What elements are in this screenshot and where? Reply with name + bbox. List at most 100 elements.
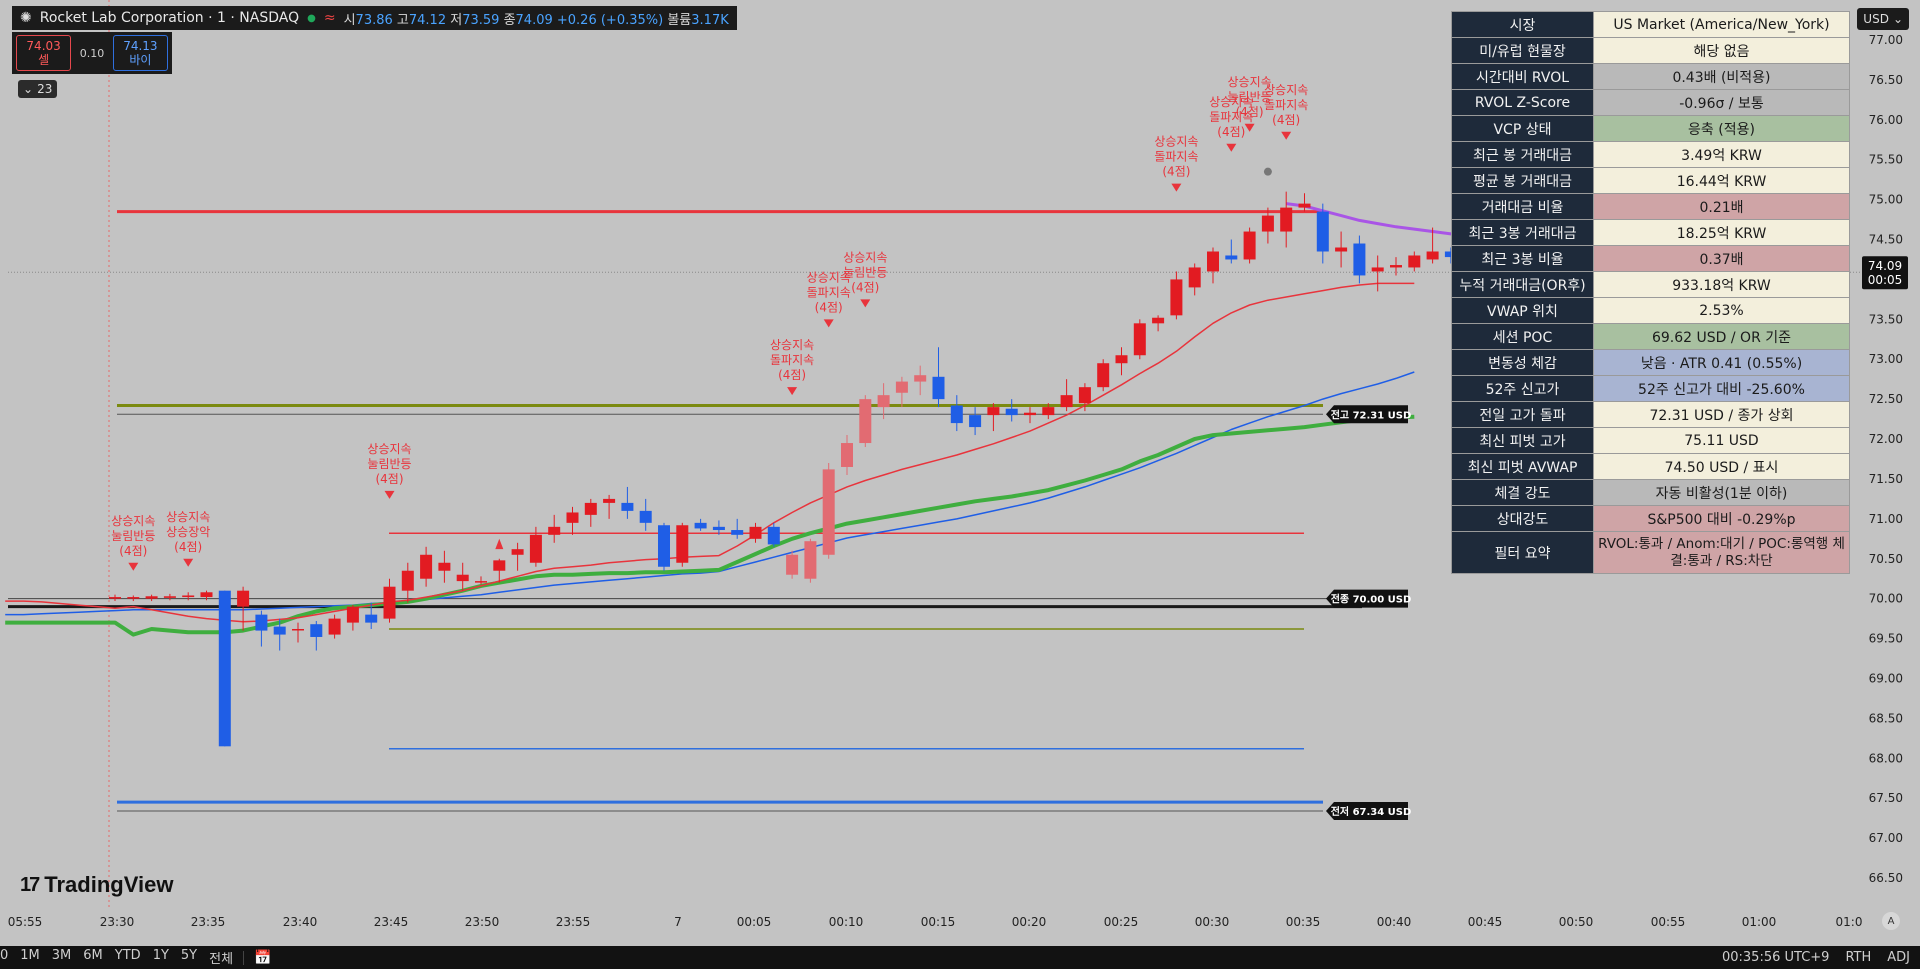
price-axis[interactable] bbox=[1862, 0, 1920, 946]
candle-body bbox=[346, 606, 359, 623]
signal-label: 눌림반등 bbox=[843, 265, 887, 279]
candle bbox=[1426, 227, 1439, 264]
session-toggle[interactable]: RTH bbox=[1845, 950, 1872, 965]
price-tick: 75.50 bbox=[1869, 153, 1903, 167]
range-전체[interactable]: 전체 bbox=[209, 952, 234, 967]
buy-button[interactable]: 74.13 바이 bbox=[112, 35, 168, 71]
candle-body bbox=[1353, 243, 1366, 276]
candle bbox=[273, 618, 286, 651]
candle bbox=[401, 562, 414, 603]
adjust-toggle[interactable]: ADJ bbox=[1887, 950, 1910, 965]
range-0[interactable]: 0 bbox=[0, 948, 9, 963]
range-5Y[interactable]: 5Y bbox=[180, 948, 198, 963]
candle bbox=[182, 592, 195, 601]
candle-body bbox=[749, 526, 762, 539]
candle-body bbox=[365, 614, 378, 623]
candle-body bbox=[1408, 255, 1421, 268]
low-label: 저 bbox=[450, 12, 463, 28]
info-value: 3.49억 KRW bbox=[1593, 141, 1850, 168]
indicators-count: 23 bbox=[37, 82, 53, 96]
candle bbox=[1408, 251, 1421, 272]
info-key: 거래대금 비율 bbox=[1451, 193, 1594, 220]
candle bbox=[1335, 231, 1348, 268]
time-tick: 01:00 bbox=[1742, 915, 1777, 929]
symbol-title[interactable]: Rocket Lab Corporation · 1 · NASDAQ bbox=[39, 10, 300, 26]
range-1M[interactable]: 1M bbox=[20, 948, 40, 963]
candle bbox=[658, 522, 670, 571]
price-tick: 68.00 bbox=[1869, 751, 1903, 765]
info-key: 최근 3봉 거래대금 bbox=[1451, 219, 1594, 246]
signal-label: (4점) bbox=[1162, 165, 1190, 179]
info-value: S&P500 대비 -0.29%p bbox=[1593, 505, 1850, 532]
candle-body bbox=[1188, 267, 1201, 288]
range-3M[interactable]: 3M bbox=[51, 948, 72, 963]
close-value: 74.09 bbox=[515, 12, 553, 28]
time-tick: 00:30 bbox=[1195, 915, 1230, 929]
time-axis[interactable] bbox=[0, 910, 1862, 946]
candle bbox=[639, 498, 652, 531]
candle bbox=[475, 576, 487, 585]
candle bbox=[365, 602, 378, 629]
auto-scale-button[interactable]: A bbox=[1882, 912, 1900, 930]
down-triangle-icon bbox=[1281, 131, 1292, 140]
level-tag-text: 전저 67.34 USD bbox=[1331, 805, 1412, 818]
sell-button[interactable]: 74.03 셀 bbox=[16, 35, 72, 71]
current-price-tag bbox=[1862, 256, 1908, 290]
candle bbox=[1078, 383, 1091, 412]
candle-body bbox=[804, 541, 817, 579]
calendar-icon[interactable]: 📅 bbox=[254, 949, 272, 966]
candle bbox=[1225, 239, 1238, 264]
info-key: 누적 거래대금(OR후) bbox=[1451, 271, 1594, 298]
time-tick: 7 bbox=[674, 915, 682, 929]
info-row: 거래대금 비율 0.21배 bbox=[1451, 193, 1850, 220]
candle bbox=[950, 395, 963, 432]
info-key: 평균 봉 거래대금 bbox=[1451, 167, 1594, 194]
down-triangle-icon bbox=[128, 562, 139, 571]
range-1Y[interactable]: 1Y bbox=[152, 948, 169, 963]
range-6M[interactable]: 6M bbox=[83, 948, 103, 963]
info-key: 최근 3봉 비율 bbox=[1451, 245, 1594, 272]
info-key: 변동성 체감 bbox=[1451, 349, 1594, 376]
level-tag-shape bbox=[1326, 801, 1408, 820]
info-value: US Market (America/New_York) bbox=[1593, 11, 1850, 38]
candle-body bbox=[163, 596, 176, 598]
info-row: 미/유럽 현물장 해당 없음 bbox=[1451, 37, 1850, 64]
close-label: 종 bbox=[503, 12, 516, 28]
candle-body bbox=[218, 590, 231, 747]
range-YTD[interactable]: YTD bbox=[114, 948, 141, 963]
info-value: 16.44억 KRW bbox=[1593, 167, 1850, 194]
info-row: 변동성 체감 낮음 · ATR 0.41 (0.55%) bbox=[1451, 349, 1850, 376]
time-tick: 23:30 bbox=[100, 915, 135, 929]
candle-body bbox=[1335, 247, 1348, 252]
level-tag: 전종 70.00 USD bbox=[1326, 589, 1411, 608]
info-value: 933.18억 KRW bbox=[1593, 271, 1850, 298]
candle-body bbox=[1261, 215, 1274, 232]
info-value: 2.53% bbox=[1593, 297, 1850, 324]
candle bbox=[511, 542, 524, 571]
candle-body bbox=[694, 522, 707, 529]
candle-body bbox=[822, 469, 835, 555]
price-tick: 73.00 bbox=[1869, 352, 1903, 366]
candle bbox=[456, 562, 469, 591]
signal-label: (4점) bbox=[851, 280, 879, 294]
time-tick: 23:40 bbox=[283, 915, 318, 929]
tradingview-logo[interactable]: 17 TradingView bbox=[20, 872, 173, 898]
info-value: RVOL:통과 / Anom:대기 / POC:롱역행 체결:통과 / RS:차… bbox=[1593, 531, 1850, 574]
info-row: 누적 거래대금(OR후) 933.18억 KRW bbox=[1451, 271, 1850, 298]
candle bbox=[1152, 315, 1165, 332]
info-value: 69.62 USD / OR 기준 bbox=[1593, 323, 1850, 350]
open-label: 시 bbox=[343, 12, 356, 28]
price-tick: 66.50 bbox=[1869, 871, 1903, 885]
candle-body bbox=[603, 498, 616, 503]
volume-label: 볼륨 bbox=[667, 12, 692, 28]
level-tag-shape bbox=[1326, 405, 1408, 424]
indicators-toggle-button[interactable]: ⌄ 23 bbox=[18, 80, 58, 98]
clock-readout[interactable]: 00:35:56 UTC+9 bbox=[1721, 950, 1830, 965]
currency-selector[interactable]: USD ⌄ bbox=[1857, 8, 1909, 30]
down-triangle-icon bbox=[1244, 123, 1255, 132]
candle-body bbox=[932, 376, 945, 400]
info-row: 체결 강도 자동 비활성(1분 이하) bbox=[1451, 479, 1850, 506]
